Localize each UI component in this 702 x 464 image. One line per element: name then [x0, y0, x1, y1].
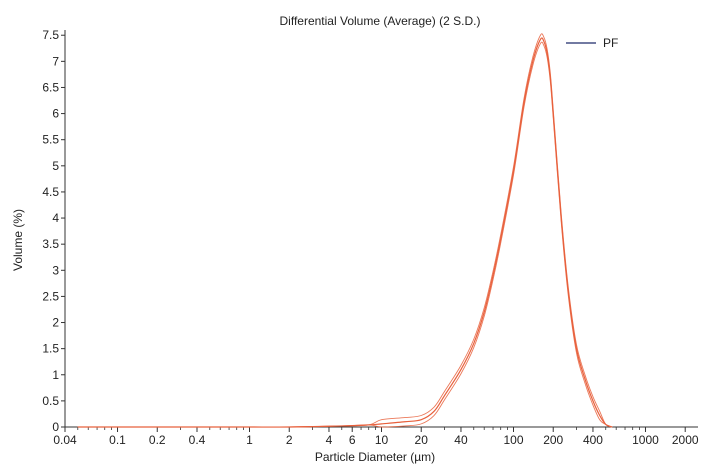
series-band-line-pf: [77, 33, 613, 428]
y-tick-label: 6: [52, 107, 59, 121]
series-layer: [77, 33, 613, 428]
plot-frame: [64, 30, 698, 428]
y-tick-label: 3: [52, 263, 59, 277]
y-tick-label: 1.5: [42, 342, 59, 356]
x-axis-label: Particle Diameter (µm): [315, 450, 435, 464]
x-tick-label: 2000: [672, 433, 699, 447]
x-tick-label: 1: [246, 433, 253, 447]
y-tick-label: 4: [52, 211, 59, 225]
y-tick-label: 3.5: [42, 237, 59, 251]
x-tick-label: 0.04: [53, 433, 77, 447]
y-tick-label: 2.5: [42, 289, 59, 303]
chart-title: Differential Volume (Average) (2 S.D.): [280, 14, 481, 28]
x-tick-label: 0.1: [109, 433, 126, 447]
y-tick-label: 5: [52, 159, 59, 173]
legend: PF: [566, 36, 618, 50]
x-tick-label: 20: [415, 433, 429, 447]
x-tick-label: 100: [503, 433, 523, 447]
y-tick-label: 5.5: [42, 133, 59, 147]
x-tick-label: 400: [583, 433, 603, 447]
y-tick-label: 1: [52, 368, 59, 382]
legend-label-pf: PF: [603, 36, 618, 50]
y-tick-label: 2: [52, 316, 59, 330]
y-tick-label: 4.5: [42, 185, 59, 199]
y-tick-label: 0.5: [42, 394, 59, 408]
y-axis-label: Volume (%): [11, 209, 25, 271]
x-tick-label: 200: [543, 433, 563, 447]
x-tick-label: 40: [454, 433, 468, 447]
y-tick-label: 6.5: [42, 80, 59, 94]
x-tick-label: 1000: [632, 433, 659, 447]
x-tick-label: 0.2: [149, 433, 166, 447]
x-tick-label: 2: [286, 433, 293, 447]
x-tick-label: 6: [349, 433, 356, 447]
y-tick-label: 0: [52, 420, 59, 434]
series-line-pf: [77, 37, 613, 428]
y-tick-label: 7: [52, 54, 59, 68]
series-band-line-pf: [77, 41, 613, 428]
x-tick-label: 4: [326, 433, 333, 447]
y-axis: 0 0.5 1 1.5 2 2.5 3 3.5 4 4.5 5 5.5 6 6.5 7 7.5: [42, 28, 65, 434]
x-tick-label: 10: [375, 433, 389, 447]
y-tick-label: 7.5: [42, 28, 59, 42]
x-tick-label: 0.4: [189, 433, 206, 447]
x-axis: 0.04 0.1 0.2 0.4 1 2 4 6 10 20 40 100 200 400 1000 2000: [53, 427, 699, 447]
